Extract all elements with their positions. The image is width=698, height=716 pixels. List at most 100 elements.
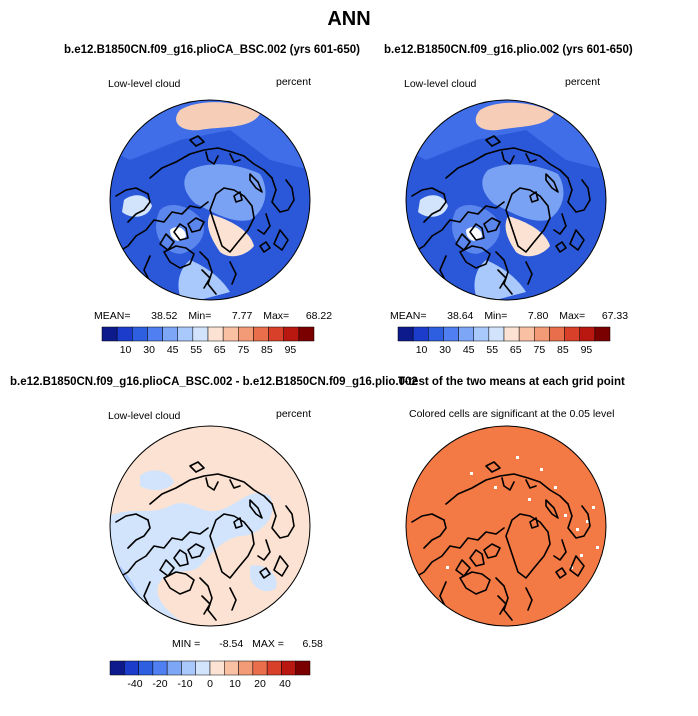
- panel-4-note: Colored cells are significant at the 0.0…: [409, 408, 615, 420]
- panel-3-max-value: 6.58: [302, 638, 323, 650]
- colorbar-tick-label: 45: [167, 344, 179, 356]
- panel-1-field-min: [170, 227, 186, 241]
- panel-1-stats: MEAN= 38.52 Min= 7.77 Max= 68.22: [94, 310, 332, 322]
- panel-1-title: b.e12.B1850CN.f09_g16.plioCA_BSC.002 (yr…: [64, 44, 360, 56]
- panel-3-units-label: percent: [276, 408, 312, 420]
- colorbar-box: [549, 326, 565, 342]
- colorbar-tick-label: 40: [279, 678, 291, 690]
- panel-1-field-highcloud: [176, 102, 260, 131]
- panel-3-variable-label: Low-level cloud: [108, 410, 181, 422]
- colorbar-tick-label: 30: [143, 344, 155, 356]
- colorbar-box: [152, 660, 168, 676]
- colorbar-box: [412, 326, 429, 342]
- colorbar-tick-label: 85: [261, 344, 273, 356]
- panel-3-map: [109, 425, 311, 627]
- colorbar-tick-label: 95: [581, 344, 593, 356]
- panel-4-map: [405, 425, 607, 627]
- colorbar-box: [252, 660, 268, 676]
- colorbar-box: [397, 326, 414, 342]
- panel-1-map: [109, 99, 311, 301]
- colorbar-tick-label: 10: [416, 344, 428, 356]
- colorbar-box: [503, 326, 520, 342]
- colorbar-box: [473, 326, 490, 342]
- panel-2-field-central: [482, 164, 564, 221]
- panel-1-max-label: Max=: [263, 310, 290, 322]
- panel-2-min-value: 7.80: [527, 310, 549, 322]
- panel-3-field-negative: [110, 493, 273, 626]
- colorbar-tick-label: 75: [237, 344, 249, 356]
- panel-1-field-greenland: [207, 214, 254, 257]
- colorbar-tick-label: 85: [557, 344, 569, 356]
- colorbar-box: [253, 326, 269, 342]
- colorbar-box: [579, 326, 596, 342]
- colorbar-box: [124, 660, 139, 676]
- panel-2-field-highcloud: [475, 102, 554, 131]
- panel-2-min-label: Min=: [484, 310, 508, 322]
- panel-4-map-border: [405, 425, 607, 627]
- panel-1-field-south: [178, 260, 230, 300]
- colorbar-tick-label: -20: [152, 678, 167, 690]
- colorbar-box: [209, 660, 225, 676]
- panel-3-colorbar: -40 -20 -10 0 10 20 40: [109, 660, 311, 690]
- colorbar-tick-label: 55: [190, 344, 202, 356]
- colorbar-box: [116, 326, 133, 342]
- panel-1-max-value: 68.22: [305, 310, 333, 322]
- panel-2-field-greenland: [505, 216, 550, 257]
- colorbar-box: [518, 326, 535, 342]
- colorbar-box: [238, 326, 254, 342]
- colorbar-box: [488, 326, 505, 342]
- colorbar-box: [222, 326, 239, 342]
- panel-3-stats: MIN = -8.54 MAX = 6.58: [172, 638, 323, 650]
- colorbar-box: [166, 660, 182, 676]
- panel-2-title: b.e12.B1850CN.f09_g16.plio.002 (yrs 601-…: [384, 44, 633, 56]
- colorbar-tick-label: -40: [127, 678, 142, 690]
- panel-2-field-north: [406, 100, 606, 170]
- colorbar-box: [458, 326, 474, 342]
- panel-2-stats: MEAN= 38.64 Min= 7.80 Max= 67.33: [390, 310, 628, 322]
- panel-3-map-border: [109, 425, 311, 627]
- panel-2-max-value: 67.33: [601, 310, 629, 322]
- panel-2-units-label: percent: [565, 76, 601, 88]
- colorbar-box: [298, 326, 315, 342]
- panel-1-map-border: [109, 99, 311, 301]
- colorbar-tick-label: 45: [463, 344, 475, 356]
- colorbar-box: [162, 326, 178, 342]
- panel-1-field-alaska: [122, 195, 152, 217]
- panel-1-mean-value: 38.52: [151, 310, 178, 322]
- figure-title: ANN: [327, 8, 371, 30]
- panel-1-colorbar: 10 30 45 55 65 75 85 95: [101, 326, 315, 356]
- colorbar-box: [268, 326, 284, 342]
- colorbar-box: [564, 326, 580, 342]
- panel-2-map-border: [405, 99, 607, 301]
- colorbar-box: [266, 660, 282, 676]
- panel-2-field-min: [466, 227, 482, 241]
- colorbar-box: [443, 326, 459, 342]
- colorbar-tick-label: -10: [177, 678, 192, 690]
- colorbar-tick-label: 95: [285, 344, 297, 356]
- colorbar-tick-label: 65: [510, 344, 522, 356]
- panel-1-units-label: percent: [276, 76, 312, 88]
- colorbar-box: [295, 660, 311, 676]
- panel-2-mean-label: MEAN=: [390, 310, 427, 322]
- colorbar-box: [594, 326, 611, 342]
- colorbar-box: [238, 660, 254, 676]
- colorbar-box: [534, 326, 550, 342]
- colorbar-box: [147, 326, 163, 342]
- colorbar-tick-label: 55: [486, 344, 498, 356]
- colorbar-box: [192, 326, 209, 342]
- colorbar-tick-label: 75: [533, 344, 545, 356]
- colorbar-box: [224, 660, 239, 676]
- colorbar-box: [181, 660, 196, 676]
- panel-2-field-south: [474, 260, 526, 300]
- panel-1-mean-label: MEAN=: [94, 310, 131, 322]
- panel-2-mean-value: 38.64: [447, 310, 474, 322]
- colorbar-tick-label: 65: [214, 344, 226, 356]
- colorbar-box: [101, 326, 118, 342]
- panel-1-min-label: Min=: [188, 310, 212, 322]
- panel-4-title: T-test of the two means at each grid poi…: [398, 376, 625, 388]
- panel-2-variable-label: Low-level cloud: [404, 78, 477, 90]
- colorbar-tick-label: 30: [439, 344, 451, 356]
- panel-3-min-label: MIN =: [172, 638, 201, 650]
- panel-3-min-value: -8.54: [219, 638, 244, 650]
- colorbar-box: [283, 326, 300, 342]
